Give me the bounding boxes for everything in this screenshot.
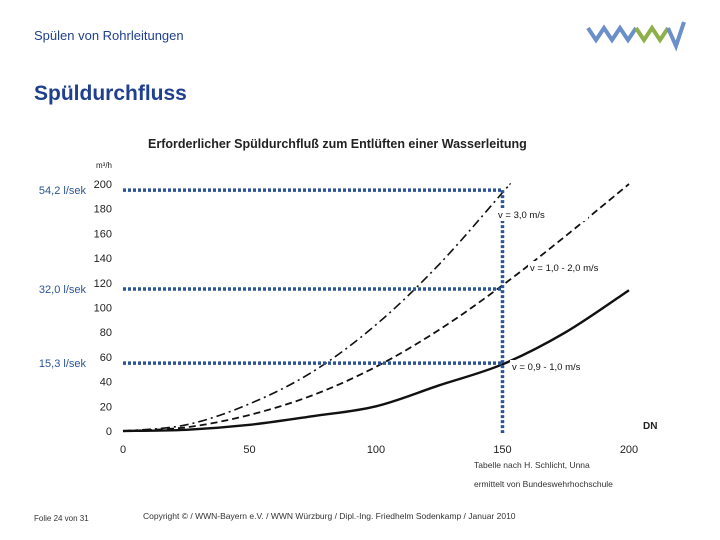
series-line — [122, 183, 630, 432]
x-tick-label: 200 — [620, 444, 638, 456]
y-tick-label: 40 — [100, 377, 112, 389]
x-tick-label: 150 — [493, 444, 511, 456]
series-label: v = 0,9 - 1,0 m/s — [512, 362, 581, 373]
page-title: Spüldurchfluss — [34, 82, 187, 105]
x-tick-label: 100 — [367, 444, 385, 456]
y-tick-label: 140 — [94, 253, 112, 265]
slide-number: Folie 24 von 31 — [34, 514, 89, 523]
chart-title: Erforderlicher Spüldurchfluß zum Entlüft… — [148, 137, 527, 151]
series-label-bg — [496, 208, 588, 221]
annotation-label: 32,0 l/sek — [39, 284, 87, 296]
y-tick-label: 180 — [94, 204, 112, 216]
x-tick-label: 0 — [120, 444, 126, 456]
series-label-bg — [528, 261, 620, 274]
series-label: v = 3,0 m/s — [498, 210, 545, 221]
annotation-label: 54,2 l/sek — [39, 185, 87, 197]
y-tick-label: 60 — [100, 352, 112, 364]
series-label-bg — [510, 360, 602, 373]
y-tick-label: 0 — [106, 426, 112, 438]
wwn-logo — [586, 21, 686, 52]
x-tick-label: 50 — [243, 444, 255, 456]
y-tick-label: 160 — [94, 228, 112, 240]
y-tick-label: 120 — [94, 278, 112, 290]
series-line — [122, 289, 630, 433]
series-label: v = 1,0 - 2,0 m/s — [530, 263, 599, 274]
y-tick-label: 100 — [94, 303, 112, 315]
source-note-1: Tabelle nach H. Schlicht, Unna — [474, 460, 590, 470]
source-note-2: ermittelt von Bundeswehrhochschule — [474, 479, 613, 489]
header-subtitle: Spülen von Rohrleitungen — [34, 28, 184, 43]
x-axis-label: DN — [643, 421, 657, 432]
y-axis-unit: m³/h — [96, 161, 112, 170]
copyright-text: Copyright © / WWN-Bayern e.V. / WWN Würz… — [143, 511, 516, 521]
y-tick-label: 200 — [94, 179, 112, 191]
series-line — [122, 183, 512, 432]
y-tick-label: 20 — [100, 401, 112, 413]
annotation-label: 15,3 l/sek — [39, 358, 87, 370]
y-tick-label: 80 — [100, 327, 112, 339]
